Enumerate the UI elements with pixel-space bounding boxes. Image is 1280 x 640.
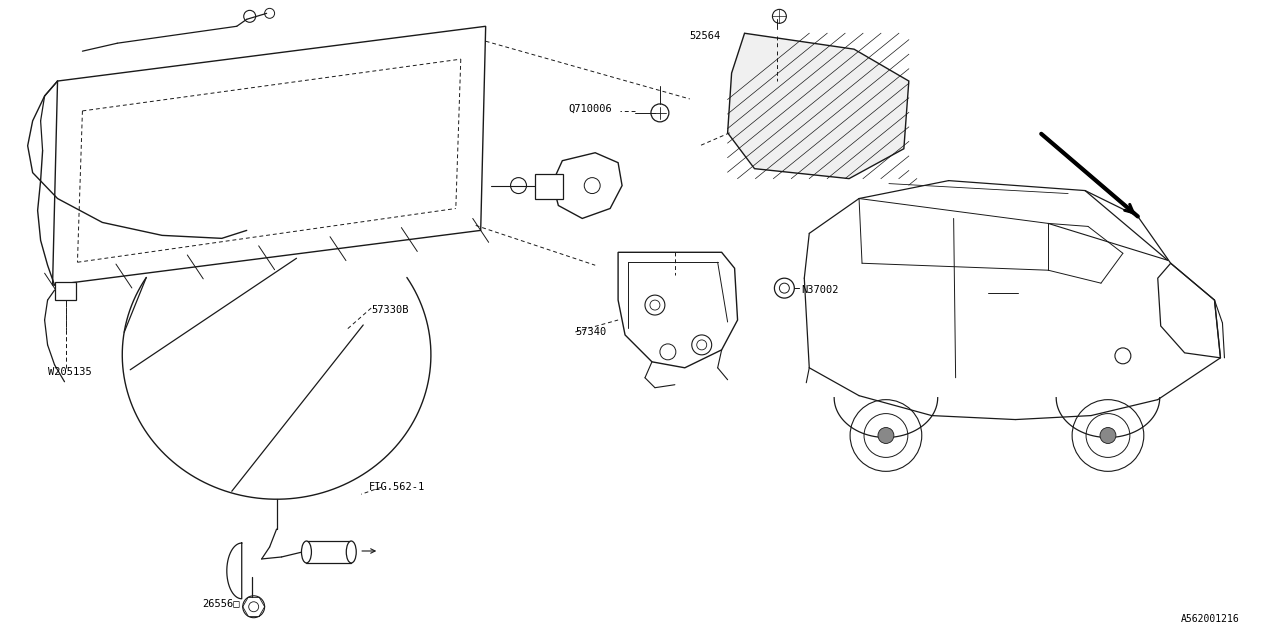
Text: 57340: 57340 xyxy=(575,327,607,337)
Text: W205135: W205135 xyxy=(47,367,91,377)
Ellipse shape xyxy=(302,541,311,563)
Text: 52564: 52564 xyxy=(690,31,721,41)
Bar xyxy=(306,541,351,563)
Text: 26556□: 26556□ xyxy=(202,599,239,609)
Circle shape xyxy=(1100,428,1116,444)
Polygon shape xyxy=(553,153,622,218)
Text: FIG.562-1: FIG.562-1 xyxy=(369,483,425,492)
Text: A562001216: A562001216 xyxy=(1180,614,1239,623)
Bar xyxy=(535,173,563,198)
Polygon shape xyxy=(727,33,909,179)
Text: Q710006: Q710006 xyxy=(568,104,612,114)
Bar xyxy=(55,282,77,300)
Circle shape xyxy=(878,428,893,444)
Text: N37002: N37002 xyxy=(801,285,838,295)
Ellipse shape xyxy=(347,541,356,563)
Polygon shape xyxy=(618,252,737,368)
Text: 57330B: 57330B xyxy=(371,305,408,315)
